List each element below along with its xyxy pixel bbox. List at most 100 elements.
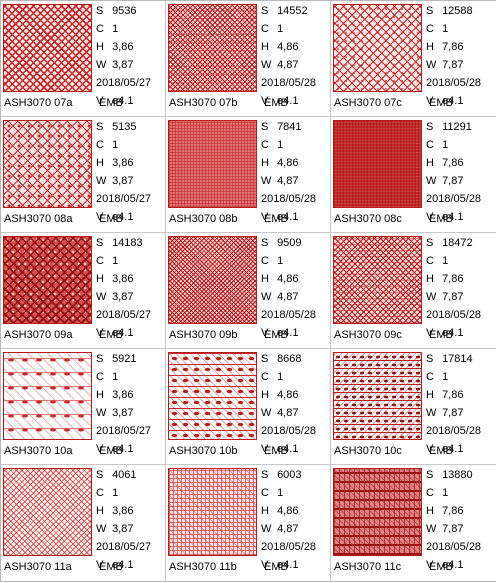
design-cell[interactable]: S 14183 C 1 H 3,86 W 3,87 2018/05/27 V e4.1 AS… — [1, 233, 166, 349]
height-value: H 7,86 — [426, 505, 464, 517]
embroidery-pattern-thumbnail[interactable] — [333, 468, 422, 556]
design-date: 2018/05/28 — [261, 309, 317, 321]
design-caption: ASH3070 08c — [334, 213, 402, 225]
color-count: C 1 — [426, 371, 449, 383]
width-value: W 4,87 — [261, 59, 299, 71]
version-value: V e4.1 — [426, 95, 464, 107]
file-format: EMB — [99, 97, 123, 109]
design-cell[interactable]: S 17814 C 1 H 7,86 W 7,87 2018/05/28 V e4.1 AS… — [331, 349, 496, 465]
file-format: EMB — [99, 561, 123, 573]
design-caption: ASH3070 09b — [169, 329, 238, 341]
version-value: V e4.1 — [96, 327, 134, 339]
design-caption: ASH3070 09c — [334, 329, 402, 341]
embroidery-pattern-thumbnail[interactable] — [3, 4, 92, 92]
version-value: V e4.1 — [261, 559, 299, 571]
width-value: W 7,87 — [426, 291, 464, 303]
stitch-count: S 13880 — [426, 469, 473, 481]
design-cell[interactable]: S 12588 C 1 H 7,86 W 7,87 2018/05/28 V e4.1 AS… — [331, 1, 496, 117]
design-caption: ASH3070 09a — [4, 329, 73, 341]
design-specs: S 11291 C 1 H 7,86 W 7,87 2018/05/28 V e4.1 — [426, 118, 481, 226]
design-caption: ASH3070 08b — [169, 213, 238, 225]
design-date: 2018/05/28 — [261, 77, 317, 89]
design-date: 2018/05/27 — [96, 541, 152, 553]
color-count: C 1 — [96, 487, 119, 499]
width-value: W 7,87 — [426, 523, 464, 535]
embroidery-pattern-thumbnail[interactable] — [168, 236, 257, 324]
design-specs: S 5921 C 1 H 3,86 W 3,87 2018/05/27 V e4.1 — [96, 350, 151, 458]
embroidery-pattern-thumbnail[interactable] — [333, 120, 422, 208]
stitch-count: S 18472 — [426, 237, 473, 249]
design-date: 2018/05/27 — [96, 77, 152, 89]
design-caption: ASH3070 11a — [4, 561, 72, 573]
design-specs: S 8668 C 1 H 4,86 W 4,87 2018/05/28 V e4.1 — [261, 350, 316, 458]
embroidery-pattern-thumbnail[interactable] — [3, 236, 92, 324]
design-cell[interactable]: S 5921 C 1 H 3,86 W 3,87 2018/05/27 V e4.1 ASH… — [1, 349, 166, 465]
height-value: H 3,86 — [96, 273, 134, 285]
version-value: V e4.1 — [426, 327, 464, 339]
design-specs: S 7841 C 1 H 4,86 W 4,87 2018/05/28 V e4.1 — [261, 118, 316, 226]
file-format: EMB — [264, 97, 288, 109]
design-specs: S 9536 C 1 H 3,86 W 3,87 2018/05/27 V e4.1 — [96, 2, 151, 110]
file-format: EMB — [429, 445, 453, 457]
design-specs: S 12588 C 1 H 7,86 W 7,87 2018/05/28 V e4.1 — [426, 2, 481, 110]
embroidery-pattern-thumbnail[interactable] — [333, 4, 422, 92]
embroidery-pattern-thumbnail[interactable] — [333, 236, 422, 324]
version-value: V e4.1 — [426, 443, 464, 455]
color-count: C 1 — [261, 371, 284, 383]
design-cell[interactable]: S 6003 C 1 H 4,86 W 4,87 2018/05/28 V e4.1 ASH… — [166, 465, 331, 581]
design-cell[interactable]: S 4061 C 1 H 3,86 W 3,87 2018/05/27 V e4.1 ASH… — [1, 465, 166, 581]
design-cell[interactable]: S 9536 C 1 H 3,86 W 3,87 2018/05/27 V e4.1 ASH… — [1, 1, 166, 117]
stitch-count: S 14552 — [261, 5, 308, 17]
height-value: H 7,86 — [426, 41, 464, 53]
embroidery-pattern-thumbnail[interactable] — [168, 120, 257, 208]
embroidery-pattern-thumbnail[interactable] — [333, 352, 422, 440]
stitch-count: S 9509 — [261, 237, 302, 249]
height-value: H 3,86 — [96, 157, 134, 169]
design-cell[interactable]: S 5135 C 1 H 3,86 W 3,87 2018/05/27 V e4.1 ASH… — [1, 117, 166, 233]
design-caption: ASH3070 07b — [169, 97, 238, 109]
stitch-count: S 4061 — [96, 469, 137, 481]
color-count: C 1 — [426, 255, 449, 267]
file-format: EMB — [429, 329, 453, 341]
design-date: 2018/05/27 — [96, 425, 152, 437]
height-value: H 4,86 — [261, 273, 299, 285]
design-cell[interactable]: S 11291 C 1 H 7,86 W 7,87 2018/05/28 V e4.1 AS… — [331, 117, 496, 233]
design-date: 2018/05/28 — [261, 541, 317, 553]
design-cell[interactable]: S 9509 C 1 H 4,86 W 4,87 2018/05/28 V e4.1 ASH… — [166, 233, 331, 349]
height-value: H 3,86 — [96, 41, 134, 53]
design-cell[interactable]: S 14552 C 1 H 4,86 W 4,87 2018/05/28 V e4.1 AS… — [166, 1, 331, 117]
design-date: 2018/05/28 — [426, 309, 482, 321]
embroidery-pattern-thumbnail[interactable] — [168, 4, 257, 92]
stitch-count: S 12588 — [426, 5, 473, 17]
width-value: W 3,87 — [96, 175, 134, 187]
design-cell[interactable]: S 7841 C 1 H 4,86 W 4,87 2018/05/28 V e4.1 ASH… — [166, 117, 331, 233]
design-cell[interactable]: S 8668 C 1 H 4,86 W 4,87 2018/05/28 V e4.1 ASH… — [166, 349, 331, 465]
design-cell[interactable]: S 18472 C 1 H 7,86 W 7,87 2018/05/28 V e4.1 AS… — [331, 233, 496, 349]
version-value: V e4.1 — [96, 559, 134, 571]
width-value: W 3,87 — [96, 407, 134, 419]
version-value: V e4.1 — [426, 559, 464, 571]
file-format: EMB — [99, 445, 123, 457]
file-format: EMB — [99, 213, 123, 225]
design-date: 2018/05/27 — [96, 309, 152, 321]
design-caption: ASH3070 07a — [4, 97, 73, 109]
embroidery-pattern-thumbnail[interactable] — [168, 352, 257, 440]
width-value: W 3,87 — [96, 523, 134, 535]
height-value: H 3,86 — [96, 389, 134, 401]
width-value: W 7,87 — [426, 175, 464, 187]
stitch-count: S 5135 — [96, 121, 137, 133]
embroidery-pattern-thumbnail[interactable] — [168, 468, 257, 556]
design-specs: S 14183 C 1 H 3,86 W 3,87 2018/05/27 V e4.1 — [96, 234, 151, 342]
embroidery-pattern-thumbnail[interactable] — [3, 468, 92, 556]
height-value: H 3,86 — [96, 505, 134, 517]
design-cell[interactable]: S 13880 C 1 H 7,86 W 7,87 2018/05/28 V e4.1 AS… — [331, 465, 496, 581]
embroidery-pattern-thumbnail[interactable] — [3, 352, 92, 440]
color-count: C 1 — [261, 487, 284, 499]
design-caption: ASH3070 10c — [334, 445, 402, 457]
stitch-count: S 9536 — [96, 5, 137, 17]
embroidery-pattern-thumbnail[interactable] — [3, 120, 92, 208]
design-date: 2018/05/28 — [261, 193, 317, 205]
width-value: W 4,87 — [261, 407, 299, 419]
height-value: H 7,86 — [426, 157, 464, 169]
design-specs: S 14552 C 1 H 4,86 W 4,87 2018/05/28 V e4.1 — [261, 2, 316, 110]
